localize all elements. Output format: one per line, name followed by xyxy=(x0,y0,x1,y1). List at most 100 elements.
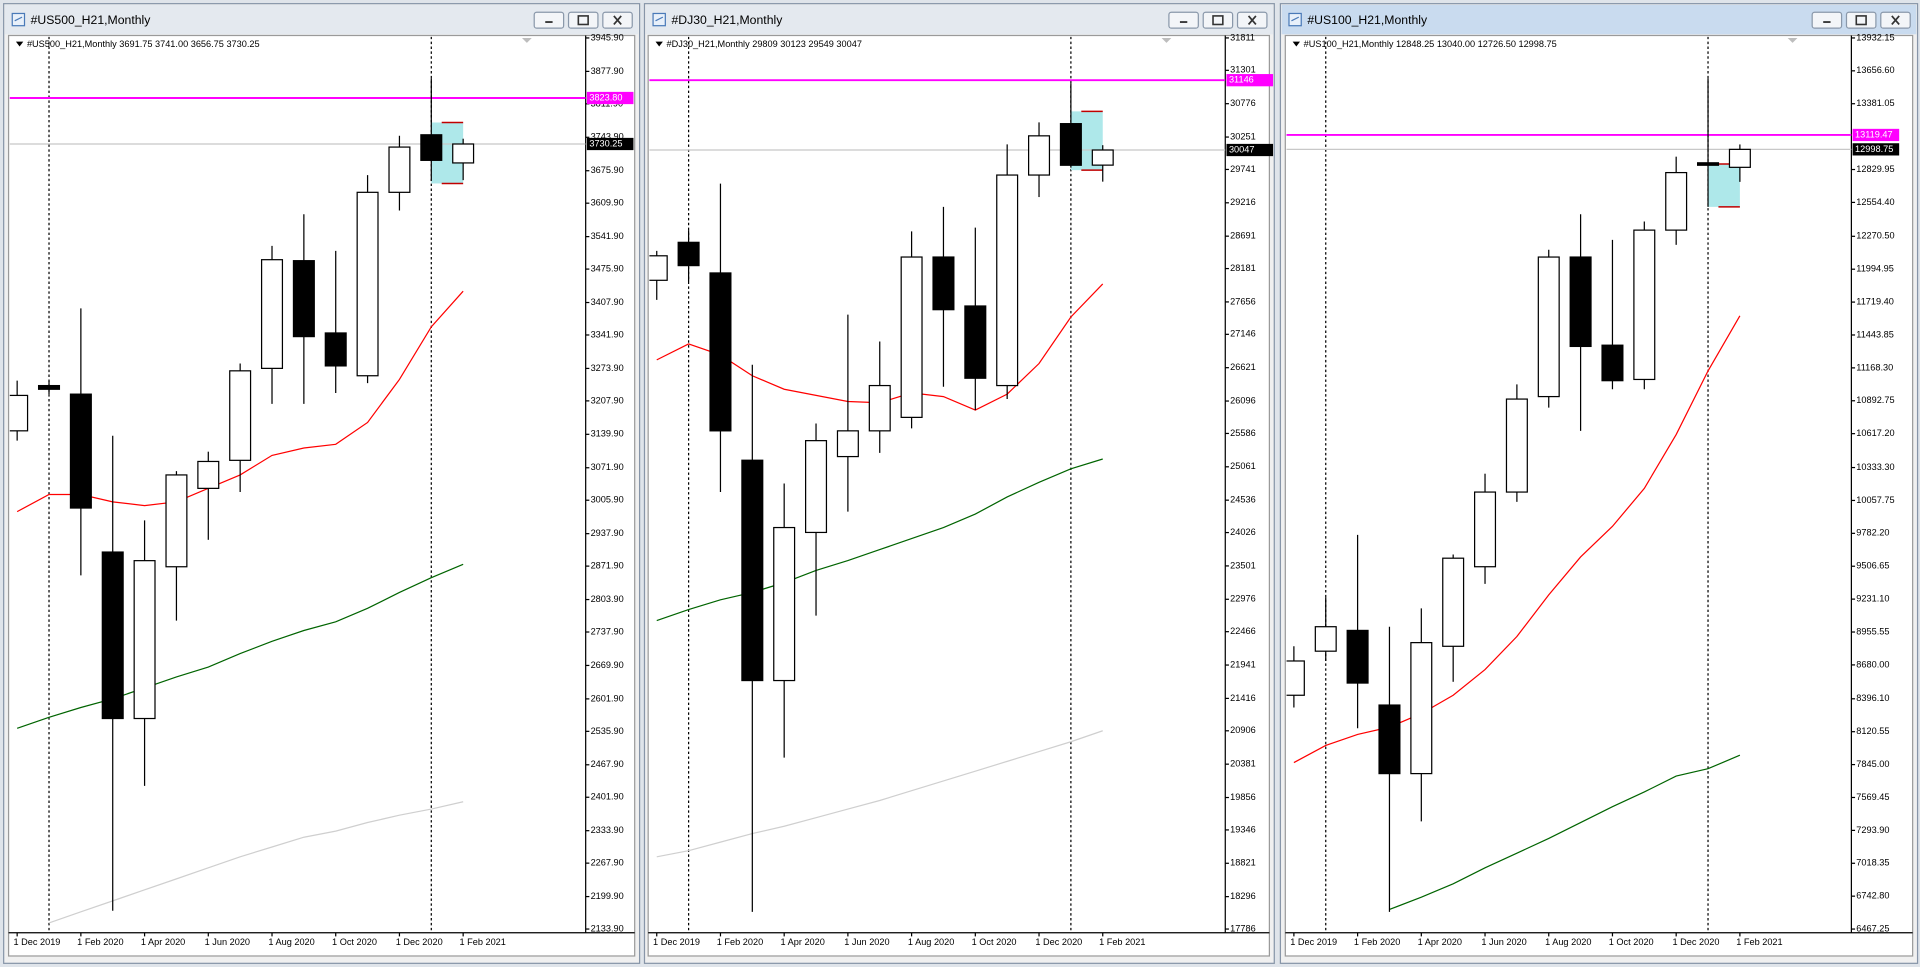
moving-average xyxy=(16,563,464,729)
y-tick-label: 3407.90 xyxy=(591,297,624,307)
candle-body xyxy=(1569,256,1592,348)
y-tick-label: 7845.00 xyxy=(1856,759,1889,769)
minimize-button[interactable] xyxy=(1168,11,1199,29)
y-tick-label: 22976 xyxy=(1230,594,1256,604)
x-tick-label: 1 Feb 2020 xyxy=(77,937,123,947)
y-tick-label: 9782.20 xyxy=(1856,528,1889,538)
y-tick-label: 19346 xyxy=(1230,824,1256,834)
y-tick-label: 25586 xyxy=(1230,428,1256,438)
y-tick-label: 6742.80 xyxy=(1856,891,1889,901)
y-tick-label: 12270.50 xyxy=(1856,231,1894,241)
maximize-button[interactable] xyxy=(1845,11,1877,29)
candle-body xyxy=(1601,344,1624,382)
y-tick-label: 11994.95 xyxy=(1856,264,1894,274)
y-tick-label: 18821 xyxy=(1230,858,1256,868)
level-tag xyxy=(586,91,634,105)
x-tick-label: 1 Apr 2020 xyxy=(780,937,824,947)
x-tick-label: 1 Apr 2020 xyxy=(141,937,185,947)
header-arrow xyxy=(1292,41,1301,47)
y-tick-label: 8120.55 xyxy=(1856,726,1889,736)
candle-body xyxy=(9,394,29,432)
candle-body xyxy=(1346,629,1369,684)
x-tick-label: 1 Feb 2021 xyxy=(459,937,505,947)
x-tick-label: 1 Aug 2020 xyxy=(268,937,314,947)
last-price-tag xyxy=(1852,143,1900,156)
chart-area xyxy=(1284,34,1914,957)
y-tick-label: 3273.90 xyxy=(591,363,624,373)
y-tick-label: 29216 xyxy=(1230,197,1256,207)
candle-body xyxy=(452,143,475,164)
last-price-tag xyxy=(586,137,634,151)
y-tick-label: 2401.90 xyxy=(591,792,624,802)
y-tick-label: 6467.25 xyxy=(1856,923,1889,933)
candle-body xyxy=(677,241,700,267)
minimize-button[interactable] xyxy=(533,11,565,29)
y-tick-label: 27656 xyxy=(1230,296,1256,306)
chart-window[interactable]: #US100_H21,Monthly #US100_H21,Monthly 128… xyxy=(1279,3,1919,964)
y-tick-label: 23501 xyxy=(1230,560,1256,570)
maximize-glyph xyxy=(1212,15,1224,26)
y-tick-label: 26096 xyxy=(1230,395,1256,405)
candle-body xyxy=(37,384,61,390)
y-tick-label: 12554.40 xyxy=(1856,197,1894,207)
plot xyxy=(649,36,1226,933)
title-bar xyxy=(1281,4,1917,35)
y-tick-label: 29741 xyxy=(1230,164,1256,174)
x-tick-label: 1 Feb 2021 xyxy=(1736,937,1782,947)
plot xyxy=(9,36,586,933)
candle-body xyxy=(741,459,764,682)
candle-body xyxy=(996,174,1019,387)
close-glyph xyxy=(1247,15,1257,26)
plot xyxy=(1286,36,1852,933)
y-tick-label: 3005.90 xyxy=(591,495,624,505)
y-tick-label: 2601.90 xyxy=(591,693,624,703)
y-tick-label: 2333.90 xyxy=(591,825,624,835)
chart-window[interactable]: #US500_H21,Monthly #US500_H21,Monthly 369… xyxy=(3,3,641,964)
candle-body xyxy=(709,272,732,432)
candle-body xyxy=(1633,229,1656,381)
x-tick-label: 1 Apr 2020 xyxy=(1418,937,1462,947)
maximize-button[interactable] xyxy=(1202,11,1234,29)
y-tick-label: 8396.10 xyxy=(1856,693,1889,703)
candle-body xyxy=(1665,171,1688,231)
minimize-button[interactable] xyxy=(1811,11,1843,29)
candle-body xyxy=(229,370,252,461)
x-tick-label: 1 Feb 2020 xyxy=(1354,937,1400,947)
x-tick-label: 1 Dec 2020 xyxy=(1672,937,1719,947)
close-glyph xyxy=(613,15,622,26)
candle-body xyxy=(964,305,987,379)
chart-window[interactable]: #DJ30_H21,Monthly #DJ30_H21,Monthly 29809… xyxy=(643,3,1275,964)
candle-body xyxy=(420,134,443,161)
y-tick-label: 17786 xyxy=(1230,923,1256,933)
y-tick-label: 3877.90 xyxy=(591,66,624,76)
y-tick-label: 2737.90 xyxy=(591,626,624,636)
moving-average xyxy=(48,801,464,924)
last-price-label: 12998.75 xyxy=(1855,144,1893,154)
y-tick-label: 3071.90 xyxy=(591,462,624,472)
y-tick-label: 24026 xyxy=(1230,527,1256,537)
window-title: #DJ30_H21,Monthly xyxy=(671,13,783,27)
candle-body xyxy=(1442,557,1465,647)
y-tick-label: 10333.30 xyxy=(1856,462,1894,472)
y-tick-label: 3475.90 xyxy=(591,264,624,274)
x-tick-label: 1 Aug 2020 xyxy=(908,937,954,947)
candle-body xyxy=(868,384,891,432)
y-tick-label: 2669.90 xyxy=(591,660,624,670)
y-tick-label: 18296 xyxy=(1230,891,1256,901)
y-tick-label: 2199.90 xyxy=(591,891,624,901)
y-tick-label: 2535.90 xyxy=(591,726,624,736)
candle-body xyxy=(1728,148,1751,168)
last-price-label: 3730.25 xyxy=(589,138,622,148)
y-tick-label: 8680.00 xyxy=(1856,659,1889,669)
y-tick-label: 2871.90 xyxy=(591,561,624,571)
y-tick-label: 30776 xyxy=(1230,98,1256,108)
x-tick-label: 1 Jun 2020 xyxy=(844,937,889,947)
y-tick-label: 3341.90 xyxy=(591,329,624,339)
x-tick-label: 1 Oct 2020 xyxy=(332,937,377,947)
last-price-tag xyxy=(1226,143,1274,157)
window-title: #US500_H21,Monthly xyxy=(31,13,152,27)
moving-average xyxy=(656,730,1103,858)
y-tick-label: 2133.90 xyxy=(591,923,624,933)
title-bar xyxy=(4,4,639,35)
maximize-button[interactable] xyxy=(567,11,599,29)
